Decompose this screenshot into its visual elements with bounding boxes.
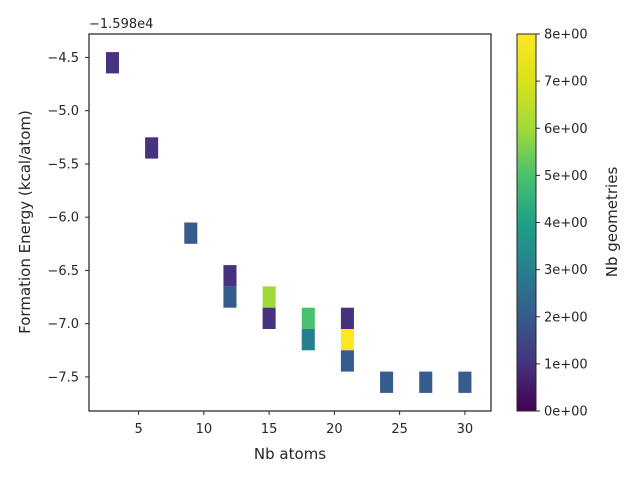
- x-tick-label: 5: [134, 422, 142, 437]
- colorbar-tick-label: 8e+00: [544, 28, 588, 43]
- heatmap-cell-12: [380, 371, 394, 393]
- colorbar-tick-label: 0e+00: [544, 405, 588, 420]
- heatmap-cell-9: [340, 307, 354, 329]
- heatmap-cell-7: [301, 307, 315, 329]
- colorbar-tick-label: 1e+00: [544, 357, 588, 372]
- y-axis-offset-text: −1.598e4: [89, 17, 153, 32]
- heatmap-cell-2: [184, 222, 198, 244]
- colorbar: [516, 33, 537, 412]
- heatmap-cell-13: [419, 371, 433, 393]
- heatmap-cell-11: [340, 350, 354, 372]
- colorbar-tick-label: 3e+00: [544, 263, 588, 278]
- y-axis-label: Formation Energy (kcal/atom): [16, 110, 34, 334]
- colorbar-tick-label: 4e+00: [544, 216, 588, 231]
- plot-frame: [88, 33, 492, 412]
- y-tick-label: −4.5: [47, 51, 79, 66]
- y-tick-label: −6.0: [47, 211, 79, 226]
- heatmap-cells: [105, 52, 472, 393]
- colorbar-tick-label: 6e+00: [544, 122, 588, 137]
- y-tick-label: −7.0: [47, 317, 79, 332]
- colorbar-ticks: 0e+00 1e+00 2e+00 3e+00 4e+00 5e+00 6e+00 7e+00…: [536, 28, 588, 420]
- heatmap-cell-8: [301, 329, 315, 351]
- heatmap-cell-5: [262, 286, 276, 308]
- x-tick-label: 25: [391, 422, 408, 437]
- x-tick-label: 30: [457, 422, 474, 437]
- x-tick-label: 10: [196, 422, 213, 437]
- x-axis-label: Nb atoms: [254, 445, 326, 463]
- x-tick-label: 15: [261, 422, 278, 437]
- colorbar-tick-label: 2e+00: [544, 310, 588, 325]
- colorbar-label: Nb geometries: [603, 167, 621, 278]
- y-tick-label: −6.5: [47, 264, 79, 279]
- heatmap-cell-4: [223, 286, 237, 308]
- y-tick-label: −5.5: [47, 157, 79, 172]
- heatmap-cell-3: [223, 265, 237, 287]
- x-tick-label: 20: [326, 422, 343, 437]
- y-axis-ticks: −4.5 −5.0 −5.5 −6.0 −6.5 −7.0 −7.5: [47, 51, 89, 385]
- heatmap-cell-1: [145, 137, 159, 159]
- heatmap-cell-10: [340, 329, 354, 351]
- heatmap-cell-0: [105, 52, 120, 74]
- heatmap-cell-14: [458, 371, 472, 393]
- heatmap-cell-6: [262, 307, 276, 329]
- colorbar-tick-label: 5e+00: [544, 169, 588, 184]
- y-tick-label: −7.5: [47, 370, 79, 385]
- colorbar-tick-label: 7e+00: [544, 75, 588, 90]
- x-axis-ticks: 5 10 15 20 25 30: [134, 411, 473, 437]
- y-tick-label: −5.0: [47, 104, 79, 119]
